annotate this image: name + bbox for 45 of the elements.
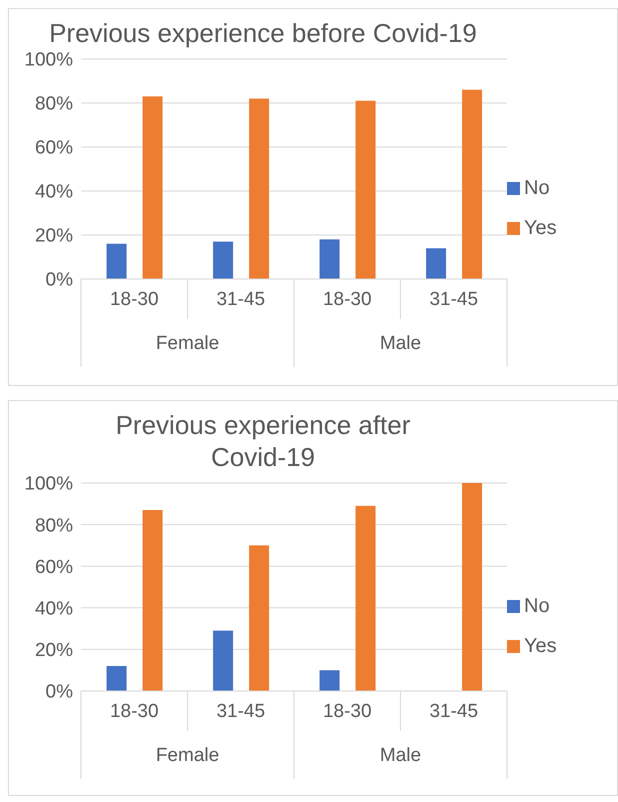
bar xyxy=(462,483,482,691)
y-tick-label: 20% xyxy=(34,226,74,247)
x-tick-label: 31-45 xyxy=(216,701,266,722)
x-tick-label: 18-30 xyxy=(322,701,372,722)
text: Female xyxy=(156,745,220,766)
x-tick-label: 31-45 xyxy=(216,289,266,310)
legend-label: Yes xyxy=(524,635,557,657)
y-tick-label: 40% xyxy=(34,598,74,620)
bar xyxy=(320,670,340,691)
bar xyxy=(213,242,234,279)
y-tick-label: 0% xyxy=(46,682,74,703)
chart-title: Previous experience after Covid-19 xyxy=(114,409,412,473)
bar xyxy=(249,98,270,279)
x-tick-label: 18-30 xyxy=(110,289,159,310)
bar xyxy=(426,248,446,279)
x-tick-label: 18-30 xyxy=(110,701,159,722)
y-tick-label: 100% xyxy=(24,474,74,495)
bar xyxy=(213,630,234,691)
y-tick-label: 60% xyxy=(34,138,74,159)
y-tick-label: 40% xyxy=(34,182,74,203)
y-tick-label: 0% xyxy=(46,270,74,291)
y-tick-label: 60% xyxy=(34,556,74,578)
bar xyxy=(462,90,482,279)
bar xyxy=(249,545,270,691)
y-tick-label: 20% xyxy=(34,640,74,662)
text: Female xyxy=(156,333,220,354)
bar xyxy=(356,506,376,691)
bar xyxy=(142,96,163,279)
bar xyxy=(142,510,163,691)
legend-label: No xyxy=(524,595,550,617)
x-tick-label: 31-45 xyxy=(429,289,478,310)
bar xyxy=(106,244,127,279)
y-tick-label: 80% xyxy=(34,94,74,115)
chart-title: Previous experience before Covid-19 xyxy=(48,17,478,49)
bar xyxy=(320,239,340,279)
y-tick-label: 100% xyxy=(24,50,74,71)
bar xyxy=(106,666,127,691)
x-tick-label: 31-45 xyxy=(429,701,478,722)
x-tick-label: 18-30 xyxy=(322,289,372,310)
y-tick-label: 80% xyxy=(34,515,74,536)
legend-label: No xyxy=(524,177,550,199)
text: Male xyxy=(380,333,422,354)
bar xyxy=(356,100,376,279)
legend-label: Yes xyxy=(524,217,557,239)
text: Male xyxy=(380,745,422,766)
